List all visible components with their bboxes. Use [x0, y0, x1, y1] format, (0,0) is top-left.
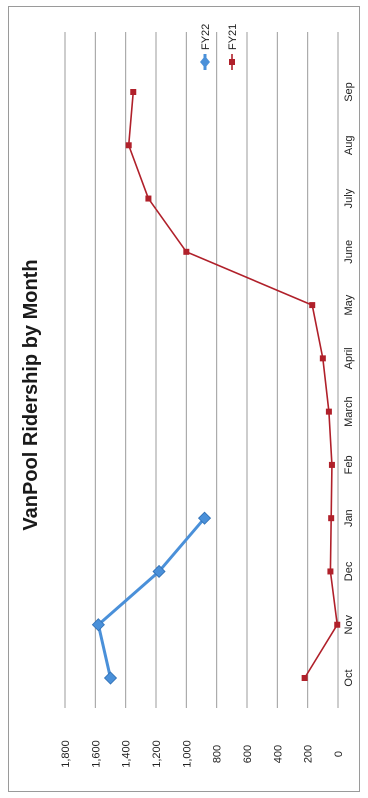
category-tick-label: June — [343, 240, 355, 264]
category-tick-label: Aug — [343, 135, 355, 155]
chart-title: VanPool Ridership by Month — [20, 259, 42, 530]
data-point-fy21 — [327, 568, 334, 575]
value-tick-label: 200 — [303, 745, 315, 763]
value-axis-ticks: 0 200 400 600 800 1,000 1,200 1,400 1,600 1,800 — [60, 740, 345, 768]
category-tick-label: Nov — [343, 614, 355, 634]
data-point-fy21 — [130, 89, 137, 95]
category-tick-label: March — [343, 396, 355, 427]
category-tick-label: May — [343, 294, 355, 315]
legend-marker — [200, 56, 210, 68]
legend-label: FY22 — [200, 24, 212, 50]
chart-frame — [8, 6, 360, 792]
data-point-fy22 — [197, 511, 212, 525]
data-point-fy21 — [325, 408, 332, 415]
category-tick-label: Oct — [343, 669, 355, 686]
value-tick-label: 0 — [333, 751, 345, 757]
data-point-fy21 — [334, 621, 341, 628]
chart-title-group: VanPool Ridership by Month — [20, 259, 42, 530]
data-point-fy21 — [301, 675, 308, 681]
data-point-fy21 — [328, 461, 335, 468]
value-tick-label: 800 — [212, 745, 224, 763]
value-tick-label: 1,400 — [121, 740, 133, 768]
data-point-fy21 — [125, 142, 132, 149]
data-point-fy21 — [319, 355, 326, 362]
data-point-fy22 — [103, 671, 118, 685]
category-tick-label: Dec — [343, 561, 355, 581]
legend: FY22 FY21 — [200, 24, 239, 70]
category-tick-label: Sep — [343, 82, 355, 102]
data-point-fy21 — [183, 248, 190, 255]
value-tick-label: 1,600 — [90, 740, 102, 768]
gridlines — [64, 32, 339, 708]
value-tick-label: 600 — [242, 745, 254, 763]
data-point-fy21 — [328, 515, 335, 522]
value-tick-label: 1,800 — [60, 740, 72, 768]
value-tick-label: 1,200 — [151, 740, 163, 768]
category-tick-label: Feb — [343, 455, 355, 474]
series-layer — [91, 89, 341, 685]
category-tick-label: Jan — [343, 509, 355, 527]
data-point-fy22 — [91, 618, 105, 632]
data-point-fy21 — [309, 302, 316, 309]
legend-label: FY21 — [227, 24, 239, 50]
series-line-fy22 — [96, 517, 206, 679]
category-tick-label: April — [343, 347, 355, 369]
value-tick-label: 400 — [272, 745, 284, 763]
category-axis-ticks: Oct Nov Dec Jan Feb March April May June July Aug S… — [343, 82, 355, 686]
category-tick-label: July — [343, 188, 355, 208]
series-line-fy21 — [127, 91, 339, 679]
value-tick-label: 1,000 — [181, 740, 193, 768]
data-point-fy21 — [145, 195, 152, 202]
data-point-fy22 — [152, 564, 166, 579]
legend-marker — [229, 59, 235, 65]
